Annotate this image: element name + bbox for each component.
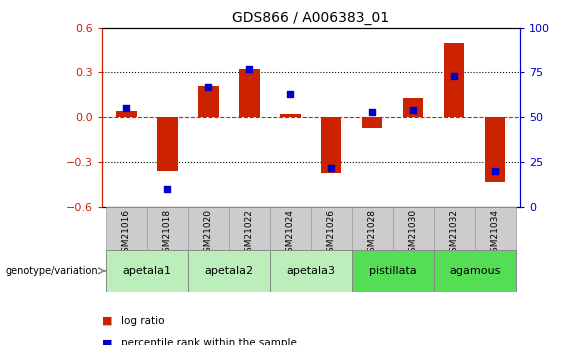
Text: GSM21018: GSM21018 xyxy=(163,209,172,258)
Bar xyxy=(321,117,341,172)
Bar xyxy=(116,111,137,117)
Text: pistillata: pistillata xyxy=(369,266,416,276)
Text: apetala2: apetala2 xyxy=(204,266,253,276)
Bar xyxy=(198,86,219,117)
Point xyxy=(163,186,172,192)
Point xyxy=(327,165,336,170)
Text: apetala3: apetala3 xyxy=(286,266,335,276)
Bar xyxy=(434,207,475,250)
Point xyxy=(408,107,418,113)
Text: ■: ■ xyxy=(102,338,112,345)
Text: log ratio: log ratio xyxy=(121,316,165,326)
Text: GSM21034: GSM21034 xyxy=(491,209,499,258)
Title: GDS866 / A006383_01: GDS866 / A006383_01 xyxy=(232,11,389,25)
Bar xyxy=(475,207,516,250)
Bar xyxy=(434,250,516,292)
Bar xyxy=(270,207,311,250)
Bar xyxy=(444,42,464,117)
Point xyxy=(286,91,295,97)
Text: ■: ■ xyxy=(102,316,112,326)
Bar xyxy=(362,117,383,128)
Text: GSM21024: GSM21024 xyxy=(286,209,295,258)
Point xyxy=(490,168,499,174)
Text: apetala1: apetala1 xyxy=(122,266,171,276)
Text: GSM21022: GSM21022 xyxy=(245,209,254,258)
Text: GSM21032: GSM21032 xyxy=(450,209,459,258)
Bar xyxy=(239,69,259,117)
Point xyxy=(450,73,459,79)
Point xyxy=(245,66,254,72)
Text: agamous: agamous xyxy=(449,266,501,276)
Bar xyxy=(403,98,424,117)
Bar xyxy=(157,117,177,171)
Point xyxy=(122,106,131,111)
Text: GSM21028: GSM21028 xyxy=(368,209,377,258)
Bar xyxy=(188,250,270,292)
Text: genotype/variation: genotype/variation xyxy=(6,266,98,276)
Bar xyxy=(106,250,188,292)
Bar xyxy=(229,207,270,250)
Text: GSM21026: GSM21026 xyxy=(327,209,336,258)
Bar xyxy=(270,250,352,292)
Bar xyxy=(352,207,393,250)
Bar xyxy=(311,207,352,250)
Text: GSM21016: GSM21016 xyxy=(122,209,131,258)
Bar xyxy=(188,207,229,250)
Point xyxy=(368,109,377,115)
Bar xyxy=(393,207,434,250)
Text: GSM21020: GSM21020 xyxy=(204,209,213,258)
Text: GSM21030: GSM21030 xyxy=(408,209,418,258)
Point xyxy=(204,84,213,90)
Bar xyxy=(352,250,434,292)
Bar xyxy=(280,114,301,117)
Bar xyxy=(106,207,147,250)
Text: percentile rank within the sample: percentile rank within the sample xyxy=(121,338,297,345)
Bar xyxy=(485,117,506,181)
Bar xyxy=(147,207,188,250)
